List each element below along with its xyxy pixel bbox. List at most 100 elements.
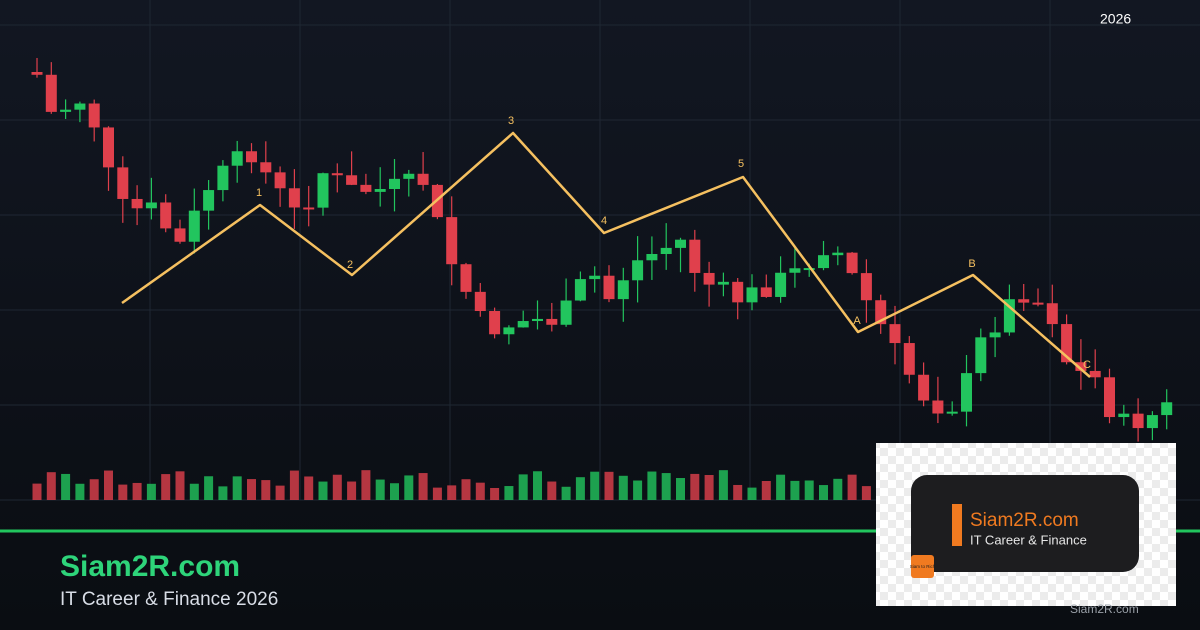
volume-bar [533,471,542,500]
volume-bar [618,475,628,500]
candle-body [646,253,658,261]
volume-bar [104,470,113,500]
wave-label: B [968,258,975,270]
candle-body [775,272,787,297]
candle-body [288,188,300,208]
candle-body [660,247,672,254]
candle-body [689,239,701,273]
brand-name: Siam2R.com [60,550,240,583]
volume-bar [490,487,500,500]
wave-label: A [853,315,861,327]
volume-bar [833,478,843,500]
volume-bar [518,474,528,500]
volume-bar [461,479,471,500]
candle-body [889,324,901,344]
volume-bar [32,483,42,500]
candle-body [31,72,43,75]
candle-body [703,272,715,285]
volume-bar [718,470,728,500]
candle-body [389,178,400,189]
candle-body [360,184,372,192]
candle-body [346,175,358,185]
volume-bar [504,486,514,500]
candle-body [160,202,172,229]
candle-body [45,74,57,112]
wave-label: 5 [738,158,744,170]
volume-bar [747,487,757,500]
candle-body [417,173,429,185]
volume-bar [432,487,442,500]
candle-body [1146,415,1158,429]
candle-body [975,337,987,374]
candle-body [246,151,257,163]
volume-bar [676,478,685,500]
logo-bar [952,504,962,546]
candle-body [1003,299,1015,333]
volume-bar [375,479,385,500]
volume-bar [575,477,585,500]
candle-body [1118,413,1130,418]
candle-body [1075,362,1087,371]
candle-body [832,252,844,256]
volume-bar [561,486,571,500]
volume-bar [89,479,99,500]
logo-box [911,475,1139,572]
volume-bar [146,483,156,500]
candle-body [188,210,200,242]
volume-bar [604,471,614,500]
volume-bar [404,475,414,500]
candle-body [60,109,72,112]
volume-bar [161,474,171,500]
candle-body [446,217,458,265]
candle-body [546,318,558,325]
brand-tagline: IT Career & Finance 2026 [60,589,278,610]
candle-body [860,273,872,301]
candle-body [489,311,501,335]
candle-body [131,198,143,209]
volume-bar [261,480,271,500]
volume-bar [61,473,71,500]
candle-body [589,275,601,280]
logo-badge [911,555,934,578]
candle-body [789,268,801,273]
candle-body [989,332,1001,338]
candle-body [760,287,772,297]
volume-bar [447,485,457,500]
candle-body [1089,370,1101,378]
candle-body [846,252,858,274]
logo-name: Siam2R.com [970,510,1079,531]
wave-label: 4 [601,215,607,227]
volume-bar [647,471,657,500]
candle-body [818,255,829,269]
candle-body [1032,302,1044,305]
volume-bar [275,485,285,500]
volume-bar [218,486,228,500]
candle-body [603,275,615,300]
volume-bar [118,484,128,500]
candle-body [746,287,758,303]
logo-card: Siam2R.com IT Career & Finance Siam to R… [876,443,1176,606]
candle-body [617,280,629,300]
volume-bar [332,474,342,500]
volume-bar [46,472,56,500]
volume-bar [761,480,771,500]
wave-label: 3 [508,115,514,127]
volume-bar [204,476,214,500]
candle-body [503,327,515,335]
candle-body [203,190,215,211]
volume-bar [819,485,828,500]
candle-body [74,103,86,110]
candle-body [374,188,386,192]
candle-body [903,343,915,375]
volume-bar [232,476,242,500]
volume-bar [847,474,857,500]
candle-body [117,167,129,199]
candle-body [632,260,644,281]
volume-bar [661,473,671,500]
candle-body [918,374,930,401]
volume-bar [361,470,371,500]
wave-label: C [1083,359,1091,371]
wave-label: 1 [256,187,262,199]
